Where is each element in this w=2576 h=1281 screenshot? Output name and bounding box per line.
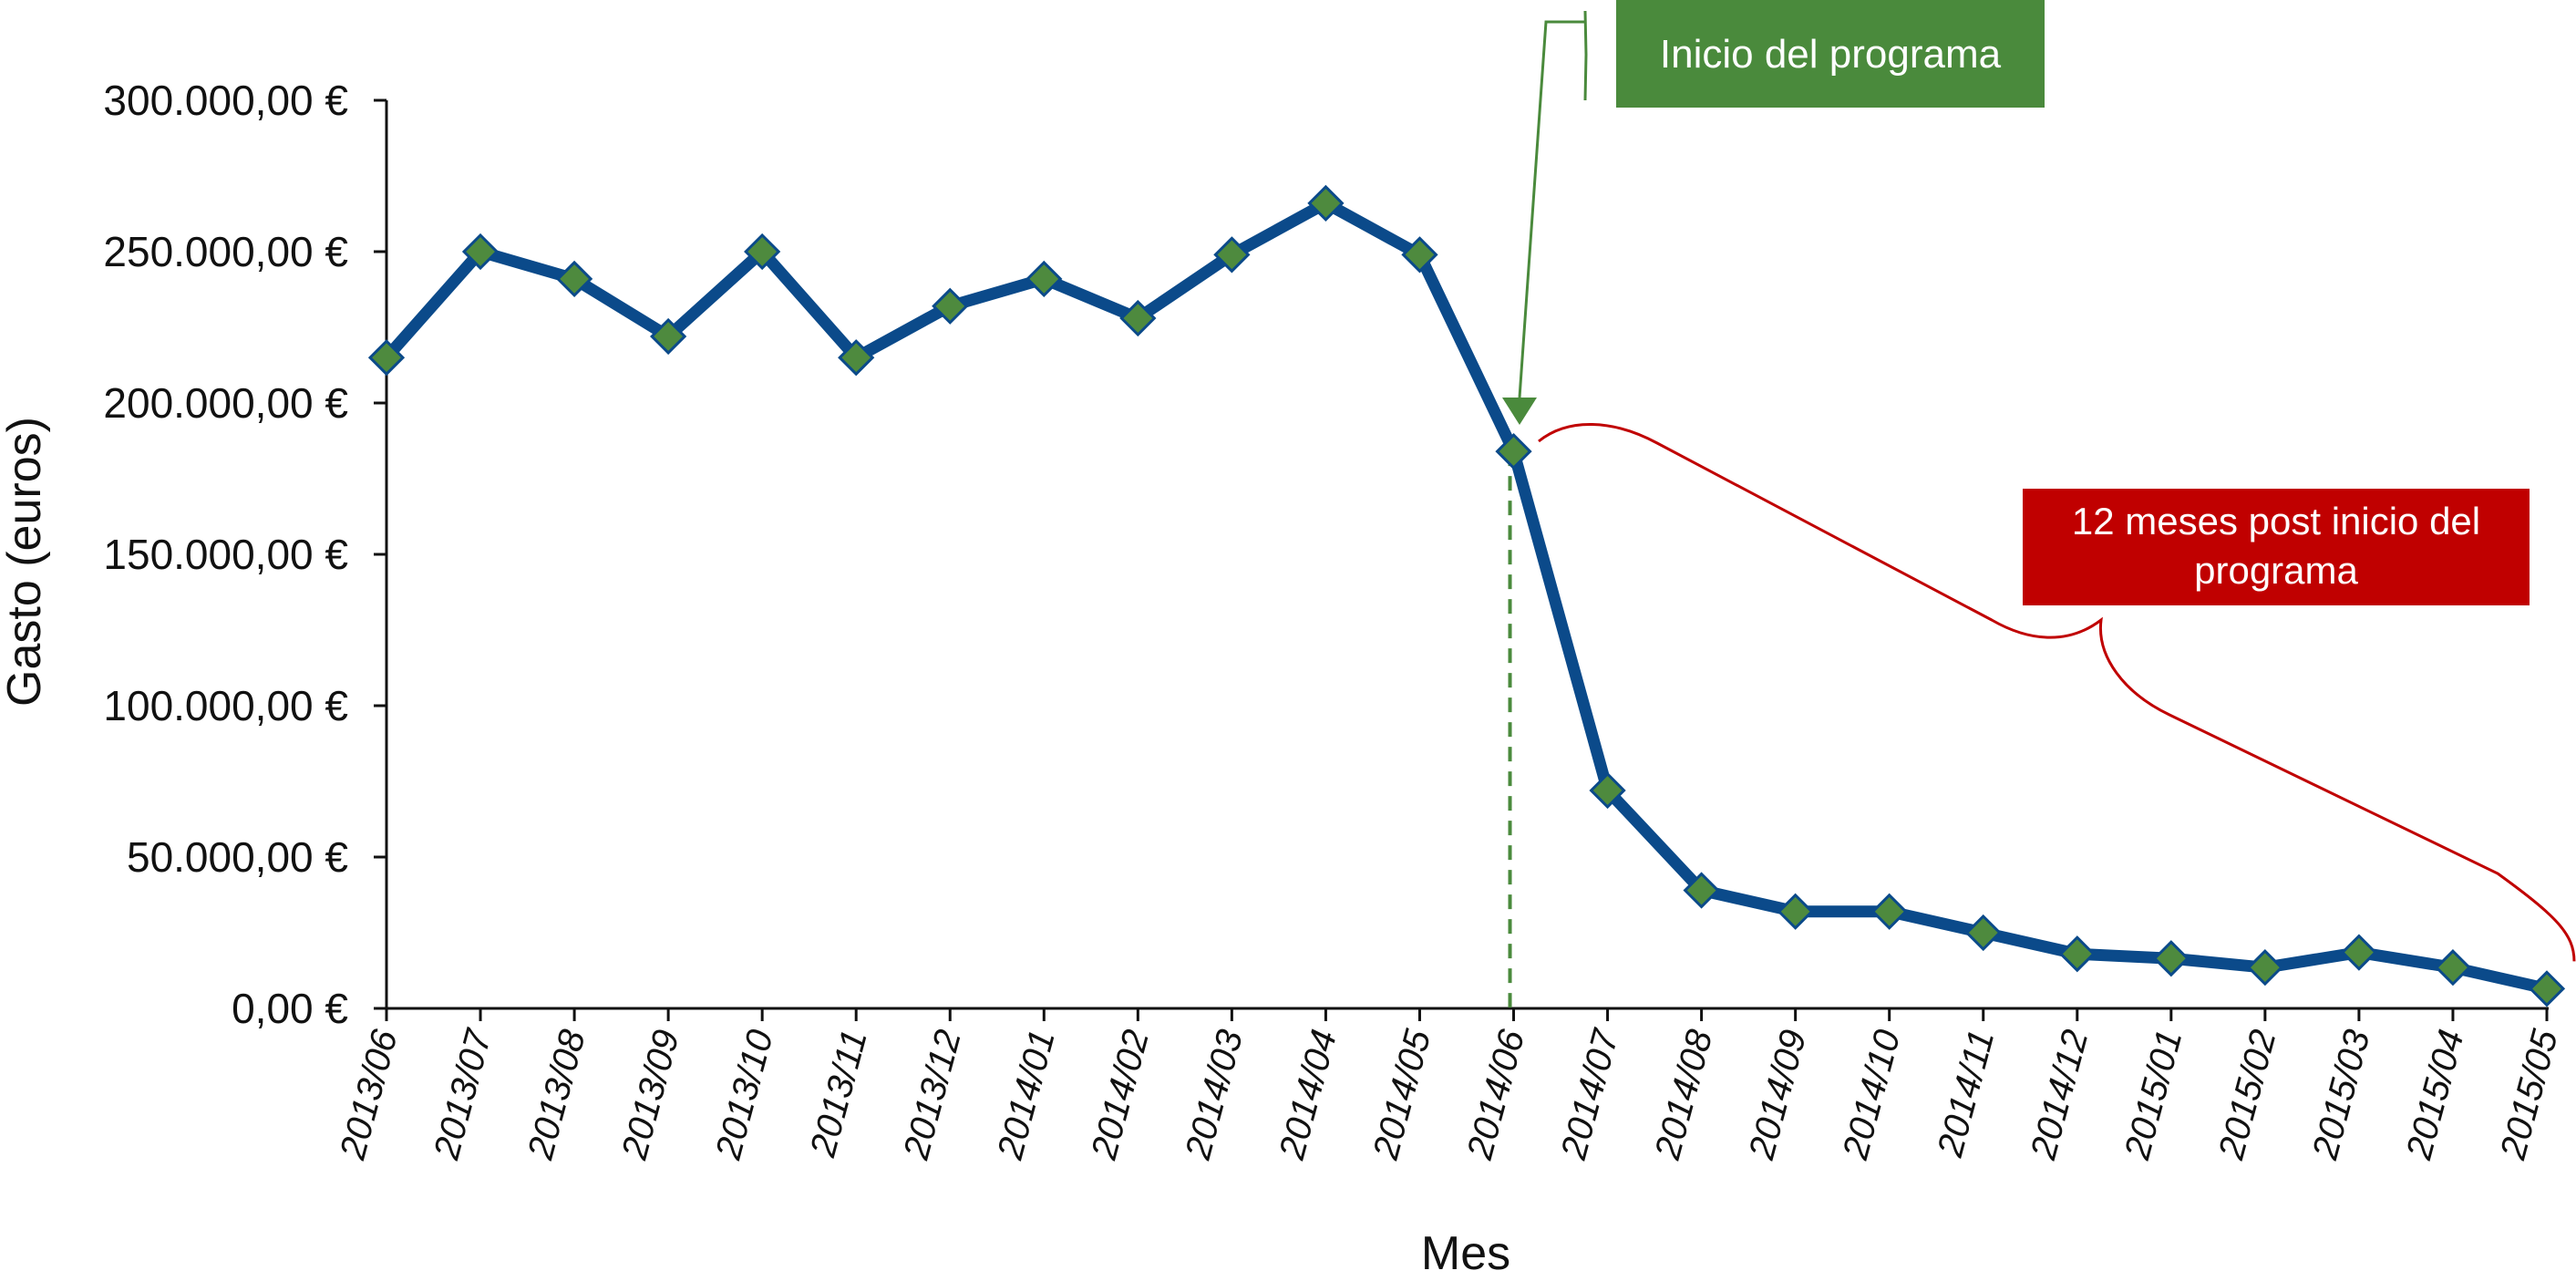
twelve-month-brace: [1538, 423, 2576, 962]
y-tick-label: 50.000,00 €: [127, 833, 348, 881]
data-point-marker: [2152, 940, 2190, 977]
x-tick-label: 2014/08: [1647, 1025, 1720, 1164]
data-point-marker: [1589, 771, 1626, 810]
x-tick-label: 2015/02: [2210, 1026, 2283, 1164]
data-point-marker: [838, 339, 875, 377]
x-tick-label: 2015/01: [2117, 1026, 2190, 1164]
data-point-marker: [2246, 949, 2283, 987]
x-tick-label: 2013/09: [614, 1026, 687, 1164]
x-tick-label: 2013/12: [896, 1026, 969, 1164]
data-point-marker: [1777, 893, 1814, 930]
x-tick-label: 2014/03: [1178, 1026, 1251, 1164]
y-tick-label: 250.000,00 €: [103, 228, 348, 275]
data-point-marker: [744, 232, 781, 271]
x-tick-label: 2013/11: [802, 1026, 874, 1162]
x-axis-ticks: 2013/06 2013/07 2013/08 2013/09 2013/10 2013/…: [333, 1008, 2566, 1164]
data-point-marker: [1495, 432, 1532, 470]
green-bracket: [1583, 10, 1588, 101]
x-tick-label: 2014/01: [990, 1026, 1063, 1164]
data-point-marker: [932, 287, 969, 325]
x-tick-label: 2014/05: [1365, 1025, 1438, 1164]
data-point-marker: [461, 232, 500, 271]
twelve-month-label: programa: [2194, 549, 2358, 592]
annotations: Inicio del programa 12 meses post inicio …: [1502, 0, 2576, 1008]
data-point-marker: [2058, 935, 2096, 973]
data-point-marker: [1213, 236, 1251, 274]
y-axis-title: Gasto (euros): [0, 417, 51, 707]
y-tick-label: 100.000,00 €: [103, 682, 348, 729]
x-axis-title: Mes: [1421, 1227, 1510, 1280]
x-tick-label: 2013/07: [427, 1024, 500, 1164]
data-point-marker: [1025, 260, 1063, 298]
x-tick-label: 2013/10: [708, 1026, 781, 1164]
x-tick-label: 2013/08: [520, 1025, 593, 1164]
y-tick-label: 0,00 €: [232, 985, 348, 1032]
data-point-marker: [2528, 970, 2566, 1007]
data-point-marker: [2434, 949, 2472, 987]
series-layer: [367, 184, 2566, 1007]
data-point-marker: [1401, 236, 1438, 274]
x-tick-label: 2014/06: [1459, 1025, 1532, 1164]
program-start-label: Inicio del programa: [1660, 32, 2002, 77]
data-point-marker: [1307, 184, 1345, 222]
x-tick-label: 2014/02: [1084, 1026, 1157, 1164]
green-arrow-line: [1518, 20, 1586, 398]
x-tick-label: 2014/04: [1272, 1026, 1345, 1164]
data-point-marker: [1683, 872, 1720, 909]
x-tick-label: 2013/06: [333, 1025, 406, 1164]
x-tick-label: 2014/12: [2023, 1026, 2096, 1164]
x-tick-label: 2014/07: [1553, 1024, 1627, 1164]
y-tick-label: 300.000,00 €: [103, 77, 348, 124]
program-start-box: [1616, 0, 2045, 108]
x-tick-label: 2015/03: [2304, 1026, 2377, 1164]
x-tick-label: 2015/04: [2398, 1026, 2471, 1164]
data-point-marker: [1119, 299, 1157, 337]
x-tick-label: 2014/09: [1741, 1026, 1814, 1164]
green-arrow-head: [1502, 398, 1537, 425]
y-tick-label: 200.000,00 €: [103, 379, 348, 427]
data-point-marker: [1870, 893, 1908, 930]
data-point-marker: [555, 260, 593, 298]
y-tick-label: 150.000,00 €: [103, 531, 348, 578]
twelve-month-box: [2023, 489, 2530, 605]
data-point-marker: [2340, 934, 2378, 971]
y-axis-ticks: 0,00 € 50.000,00 € 100.000,00 € 150.000,00 …: [103, 77, 386, 1032]
x-tick-label: 2015/05: [2493, 1025, 2566, 1164]
x-tick-label: 2014/11: [1930, 1026, 2002, 1162]
twelve-month-label: 12 meses post inicio del: [2072, 500, 2480, 542]
data-point-marker: [367, 339, 406, 377]
x-tick-label: 2014/10: [1835, 1026, 1908, 1164]
data-point-marker: [650, 317, 687, 356]
data-point-marker: [1964, 914, 2002, 952]
